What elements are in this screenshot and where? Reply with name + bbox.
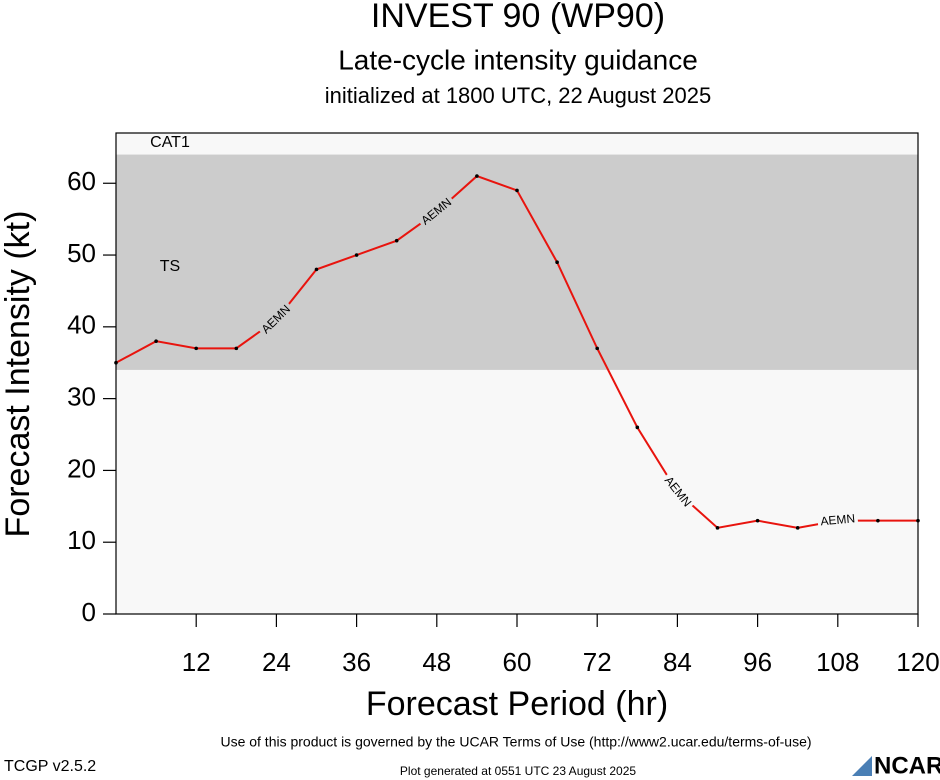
y-tick-label: 20 xyxy=(67,453,96,483)
label-bg xyxy=(659,471,696,512)
point xyxy=(555,260,559,265)
band-label: CAT1 xyxy=(150,134,190,151)
point xyxy=(916,518,920,523)
x-tick-label: 24 xyxy=(262,647,291,677)
y-tick-label: 60 xyxy=(67,166,96,196)
x-tick-label: 84 xyxy=(663,647,692,677)
point xyxy=(475,174,479,178)
y-tick-label: 50 xyxy=(67,238,96,268)
logo-mark xyxy=(852,756,872,776)
generated: Plot generated at 0551 UTC 23 August 202… xyxy=(400,764,636,778)
point xyxy=(876,518,880,523)
x-tick-label: 60 xyxy=(503,647,532,677)
point xyxy=(354,253,359,257)
label-bg xyxy=(257,300,296,339)
point xyxy=(715,526,720,530)
label-bg xyxy=(416,193,457,230)
point xyxy=(194,346,198,351)
point xyxy=(154,339,158,343)
point xyxy=(314,267,319,272)
version: TCGP v2.5.2 xyxy=(4,758,96,775)
footer: Use of this product is governed by the U… xyxy=(220,734,811,750)
intensity-band xyxy=(116,133,918,155)
point xyxy=(114,360,118,365)
x-tick-label: 12 xyxy=(182,647,211,677)
y-tick-label: 30 xyxy=(67,382,96,412)
point xyxy=(635,425,640,430)
x-tick-label: 96 xyxy=(743,647,772,677)
y-tick-label: 40 xyxy=(67,310,96,340)
x-tick-label: 108 xyxy=(816,647,859,677)
point xyxy=(755,518,760,523)
logo: NCAR xyxy=(874,752,940,779)
x-tick-label: 72 xyxy=(583,647,612,677)
point xyxy=(394,238,399,243)
x-axis-label: Forecast Period (hr) xyxy=(366,685,668,723)
label-bg xyxy=(817,511,859,530)
x-tick-label: 36 xyxy=(342,647,371,677)
x-tick-label: 48 xyxy=(422,647,451,677)
point xyxy=(515,188,519,193)
y-tick-label: 10 xyxy=(67,525,96,555)
series-label: AEMN xyxy=(820,511,856,528)
point xyxy=(234,346,239,351)
point xyxy=(795,526,800,530)
chart-title: INVEST 90 (WP90) xyxy=(371,0,665,35)
init-time: initialized at 1800 UTC, 22 August 2025 xyxy=(325,83,711,108)
y-axis-label: Forecast Intensity (kt) xyxy=(0,211,37,538)
series-label-group: AEMN xyxy=(817,511,859,530)
intensity-band xyxy=(116,154,918,370)
band-label: TS xyxy=(160,258,180,275)
point xyxy=(595,346,599,351)
x-tick-label: 120 xyxy=(896,647,939,677)
chart-subtitle: Late-cycle intensity guidance xyxy=(338,44,698,75)
y-tick-label: 0 xyxy=(82,597,96,627)
